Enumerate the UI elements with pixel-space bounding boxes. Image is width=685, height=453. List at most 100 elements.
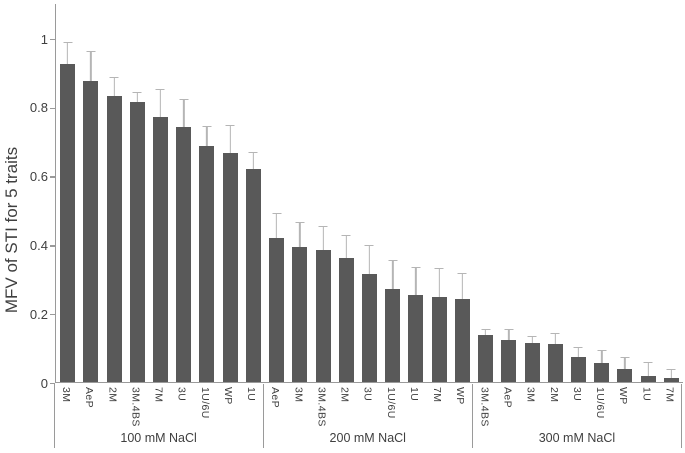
- bar-cell: [613, 4, 636, 382]
- category-label: 3M: [524, 386, 537, 402]
- bar-cell: [172, 4, 195, 382]
- error-bar: [550, 333, 560, 344]
- error-bar: [179, 98, 189, 128]
- category-label: 1U/6U: [594, 386, 607, 419]
- error-bar: [643, 361, 653, 376]
- bar-cell: [520, 4, 543, 382]
- bar-AeP: [269, 213, 285, 382]
- bar-3M.4BS: [315, 225, 331, 382]
- y-tick-label: 0.8: [29, 100, 48, 116]
- group-label: 100 mM NaCl: [120, 430, 197, 445]
- bar-cell: [195, 4, 218, 382]
- y-tick-mark: [50, 176, 55, 178]
- bar-cell: [451, 4, 474, 382]
- bar-cell: [79, 4, 102, 382]
- bar-cell: [474, 4, 497, 382]
- category-label-cell: WP: [216, 384, 239, 428]
- category-label: AeP: [501, 386, 514, 408]
- category-label: WP: [617, 386, 630, 405]
- category-label-cell: 7M: [658, 384, 681, 428]
- category-label: 7M: [431, 386, 444, 402]
- error-bar: [457, 273, 467, 299]
- y-tick-mark: [50, 382, 55, 385]
- bar-3M: [292, 221, 308, 382]
- bar-1U: [408, 266, 424, 382]
- bar-cell: [497, 4, 520, 382]
- error-bar: [248, 151, 258, 169]
- y-tick-mark: [50, 38, 55, 41]
- category-label-cell: 1U: [240, 384, 263, 428]
- bar-cell: [660, 4, 683, 382]
- y-tick-mark: [50, 314, 55, 316]
- bar-cell: [102, 4, 125, 382]
- bar-group-200-mm-nacl: [265, 4, 474, 382]
- category-label: 2M: [106, 386, 119, 402]
- category-label-cell: WP: [612, 384, 635, 428]
- category-label-row: 3M AeP 2M 3M.4BS 7M 3U 1U/6U WP 1U: [55, 384, 263, 428]
- error-bar: [481, 328, 491, 336]
- error-bar: [388, 260, 398, 289]
- bar-cell: [335, 4, 358, 382]
- category-label-cell: 7M: [147, 384, 170, 428]
- bar-group-100-mm-nacl: [56, 4, 265, 382]
- bar-cell: [404, 4, 427, 382]
- x-axis-labels: 3M AeP 2M 3M.4BS 7M 3U 1U/6U WP 1U 100 mM NaCl AeP…: [53, 383, 683, 448]
- group-label: 300 mM NaCl: [538, 430, 616, 445]
- category-label-row: 3M.4BS AeP 3M 2M 3U 1U/6U WP 1U 7M: [473, 384, 681, 428]
- bar-cell: [358, 4, 381, 382]
- error-bar: [155, 89, 165, 117]
- category-label: 1U: [245, 386, 258, 401]
- y-tick-label: 0.6: [29, 169, 48, 185]
- bar-cell: [265, 4, 288, 382]
- bar-3M: [60, 42, 76, 382]
- bar-3U: [361, 245, 377, 382]
- error-bar: [666, 369, 676, 378]
- error-bar: [411, 266, 421, 295]
- category-label: 1U: [407, 386, 420, 401]
- error-bar: [86, 50, 96, 81]
- bar-cell: [544, 4, 567, 382]
- category-label: 3M.4BS: [478, 386, 491, 427]
- category-label: 2M: [547, 386, 560, 402]
- error-bar: [202, 126, 212, 146]
- bar-AeP: [501, 329, 517, 382]
- category-label-cell: 3U: [565, 384, 588, 428]
- bar-3M: [524, 335, 540, 382]
- error-bar: [63, 42, 73, 64]
- bar-AeP: [83, 50, 99, 382]
- category-label-cell: 1U/6U: [588, 384, 611, 428]
- category-label-cell: 2M: [542, 384, 565, 428]
- error-bar: [225, 125, 235, 153]
- category-label-cell: 7M: [426, 384, 449, 428]
- category-label: AeP: [83, 386, 96, 408]
- category-label-cell: 3U: [356, 384, 379, 428]
- bar-cell: [637, 4, 660, 382]
- bar-3M.4BS: [129, 92, 145, 382]
- category-label: 1U: [640, 386, 653, 401]
- category-label: WP: [221, 386, 234, 405]
- category-label: 1U/6U: [384, 386, 397, 419]
- category-label-cell: 3M.4BS: [124, 384, 147, 428]
- category-label: AeP: [269, 386, 282, 408]
- plot-area: [55, 4, 683, 383]
- category-label: 3M.4BS: [315, 386, 328, 427]
- category-label: 3M: [60, 386, 73, 402]
- category-label: 2M: [338, 386, 351, 402]
- y-tick-mark: [50, 107, 55, 109]
- category-label-cell: WP: [449, 384, 472, 428]
- bar-1U/6U: [199, 126, 215, 382]
- category-label-cell: AeP: [264, 384, 287, 428]
- x-group-100-mm-nacl: 3M AeP 2M 3M.4BS 7M 3U 1U/6U WP 1U 100 mM NaCl: [53, 383, 264, 448]
- category-label: 3M: [292, 386, 305, 402]
- bar-cell: [56, 4, 79, 382]
- category-label-cell: AeP: [496, 384, 519, 428]
- bar-cell: [381, 4, 404, 382]
- error-bar: [434, 268, 444, 297]
- y-tick-mark: [50, 245, 55, 247]
- bar-cell: [219, 4, 242, 382]
- bar-1U: [245, 151, 261, 382]
- error-bar: [504, 329, 514, 340]
- category-label: 3U: [175, 386, 188, 401]
- category-label-cell: AeP: [78, 384, 101, 428]
- category-label-cell: 3M.4BS: [310, 384, 333, 428]
